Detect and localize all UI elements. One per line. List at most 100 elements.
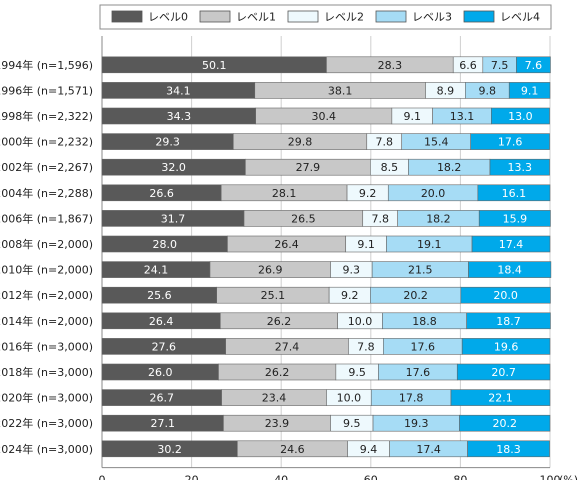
data-label: 20.2: [403, 289, 428, 302]
data-label: 26.4: [274, 238, 299, 251]
data-label: 9.5: [343, 417, 361, 430]
data-label: 8.9: [437, 84, 455, 97]
data-label: 26.0: [148, 366, 173, 379]
data-label: 17.4: [416, 443, 441, 456]
data-label: 20.0: [421, 187, 446, 200]
data-label: 7.5: [491, 59, 509, 72]
data-label: 18.4: [497, 264, 522, 277]
data-label: 26.4: [149, 315, 174, 328]
data-label: 18.7: [496, 315, 521, 328]
x-tick-label: 60: [364, 474, 378, 480]
bar-segment-4: [477, 184, 551, 202]
bar-segment-4: [471, 235, 551, 253]
data-label: 27.6: [152, 340, 177, 353]
data-label: 20.0: [493, 289, 518, 302]
data-label: 15.4: [424, 136, 449, 149]
category-label: 1998年 (n=2,322): [0, 109, 93, 123]
data-label: 7.8: [357, 340, 375, 353]
data-label: 9.1: [521, 84, 539, 97]
legend-swatch-2: [287, 10, 319, 23]
bar-segment-4: [466, 312, 551, 330]
data-label: 6.6: [459, 59, 477, 72]
data-label: 20.2: [493, 417, 518, 430]
legend-label-2: レベル2: [324, 11, 364, 24]
category-label: 2010年 (n=2,000): [0, 263, 93, 277]
legend-swatch-1: [199, 10, 231, 23]
data-label: 24.1: [144, 264, 169, 277]
data-label: 22.1: [488, 392, 513, 405]
data-label: 28.0: [152, 238, 177, 251]
data-label: 25.1: [261, 289, 286, 302]
data-label: 9.4: [360, 443, 378, 456]
bar-segment-4: [516, 56, 551, 74]
data-label: 26.2: [265, 366, 290, 379]
data-label: 34.3: [167, 110, 192, 123]
data-label: 7.6: [525, 59, 543, 72]
bar-segment-4: [461, 338, 551, 355]
data-label: 9.5: [348, 366, 366, 379]
data-label: 32.0: [161, 161, 186, 174]
data-label: 18.8: [412, 315, 437, 328]
data-label: 18.2: [426, 212, 451, 225]
data-label: 26.6: [149, 187, 174, 200]
data-label: 9.8: [479, 84, 497, 97]
data-label: 17.6: [406, 366, 431, 379]
category-labels: 1994年 (n=1,596) 1996年 (n=1,571) 1998年 (n=2…: [0, 58, 93, 456]
category-label: 2000年 (n=2,232): [0, 135, 93, 149]
data-label: 28.1: [272, 187, 297, 200]
bar-segment-4: [450, 389, 551, 406]
data-label: 31.7: [161, 212, 186, 225]
category-label: 1996年 (n=1,571): [0, 83, 93, 97]
data-label: 30.2: [157, 443, 182, 456]
category-label: 2008年 (n=2,000): [0, 237, 93, 251]
bar-segment-4: [478, 210, 551, 227]
data-label: 27.9: [296, 161, 321, 174]
data-label: 23.4: [262, 392, 287, 405]
data-label: 13.1: [450, 110, 475, 123]
bar-segment-4: [467, 440, 550, 458]
data-label: 18.2: [437, 161, 462, 174]
data-label: 20.7: [491, 366, 516, 379]
bar-segment-4: [456, 363, 551, 381]
data-label: 17.4: [499, 238, 524, 251]
data-label: 16.1: [502, 187, 527, 200]
legend-swatch-3: [375, 10, 407, 23]
data-label: 26.7: [150, 392, 175, 405]
category-label: 2016年 (n=3,000): [0, 339, 93, 353]
bar-segment-4: [470, 133, 550, 150]
data-label: 18.3: [496, 443, 521, 456]
legend-label-1: レベル1: [236, 11, 276, 24]
data-label: 9.1: [357, 238, 375, 251]
data-label: 25.6: [147, 289, 172, 302]
bar-segment-4: [491, 107, 550, 125]
x-axis: 0 20 40 60 80 100(%): [99, 467, 578, 480]
data-label: 8.5: [381, 161, 399, 174]
data-label: 9.2: [359, 187, 377, 200]
x-tick-label: 80: [453, 474, 467, 480]
data-label: 13.3: [508, 161, 533, 174]
legend-label-3: レベル3: [412, 11, 452, 24]
category-label: 2004年 (n=2,288): [0, 186, 93, 200]
legend: レベル0 レベル1 レベル2 レベル3 レベル4: [99, 4, 552, 30]
data-label: 17.8: [399, 392, 424, 405]
x-axis-unit: (%): [559, 474, 578, 480]
data-label: 29.3: [155, 136, 180, 149]
data-label: 13.0: [508, 110, 533, 123]
x-tick-label: 0: [99, 474, 106, 480]
data-label: 9.2: [341, 289, 359, 302]
data-label: 27.1: [150, 417, 175, 430]
category-label: 2012年 (n=2,000): [0, 288, 93, 302]
data-label: 9.1: [403, 110, 421, 123]
bar-segment-4: [460, 286, 551, 304]
data-label: 17.6: [411, 340, 436, 353]
data-label: 10.0: [337, 392, 362, 405]
data-label: 23.9: [265, 417, 290, 430]
data-label: 19.3: [404, 417, 429, 430]
category-label: 2022年 (n=3,000): [0, 416, 93, 430]
x-tick-label: 20: [185, 474, 199, 480]
data-label: 15.9: [503, 212, 528, 225]
data-label: 21.5: [408, 264, 433, 277]
data-label: 19.6: [494, 340, 519, 353]
data-label: 7.8: [371, 212, 389, 225]
